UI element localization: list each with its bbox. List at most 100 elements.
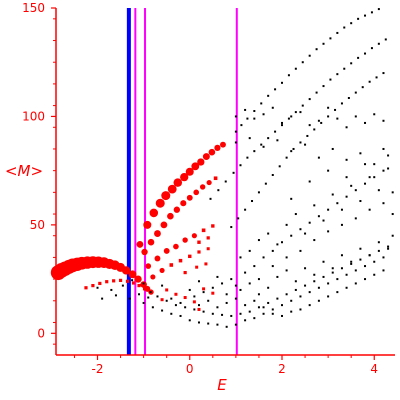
- data-point: [327, 106, 330, 109]
- data-point: [368, 80, 371, 83]
- data-point: [327, 282, 330, 285]
- data-point: [340, 254, 343, 257]
- data-point: [368, 254, 371, 257]
- data-point: [373, 176, 376, 179]
- data-point: [206, 236, 210, 240]
- data-point: [271, 106, 274, 109]
- data-point: [248, 310, 251, 313]
- data-point: [329, 78, 332, 81]
- data-point: [202, 287, 206, 291]
- data-point: [377, 42, 380, 45]
- data-point: [327, 230, 330, 233]
- data-point: [125, 279, 130, 283]
- data-point: [317, 299, 320, 302]
- data-point: [285, 256, 288, 259]
- data-point: [299, 111, 302, 114]
- data-point: [260, 102, 263, 105]
- data-point: [105, 280, 109, 284]
- data-point: [161, 191, 171, 201]
- data-point: [327, 208, 330, 211]
- data-point: [173, 243, 179, 250]
- data-point: [155, 198, 165, 208]
- x-tick-label: -2: [92, 362, 104, 376]
- data-point: [195, 265, 199, 269]
- data-point: [174, 292, 178, 296]
- data-point: [193, 189, 200, 196]
- data-point: [308, 221, 311, 224]
- data-point: [134, 275, 142, 283]
- data-point: [327, 295, 330, 298]
- data-point: [262, 256, 265, 259]
- data-point: [364, 265, 367, 268]
- data-point: [276, 243, 279, 246]
- data-point: [281, 241, 283, 244]
- data-point: [202, 291, 205, 294]
- data-point: [207, 299, 210, 302]
- data-point: [336, 291, 339, 294]
- data-point: [382, 119, 385, 122]
- data-point: [232, 171, 235, 174]
- data-point: [180, 200, 187, 207]
- data-point: [304, 232, 307, 235]
- data-point: [294, 213, 297, 216]
- data-point: [239, 312, 242, 315]
- data-point: [354, 189, 357, 192]
- data-point: [184, 306, 187, 309]
- data-point: [354, 217, 357, 220]
- data-point: [244, 304, 247, 307]
- data-point: [285, 293, 288, 296]
- data-point: [384, 38, 387, 41]
- x-ticks: -2 0 2 4: [73, 355, 378, 376]
- data-point: [206, 180, 212, 186]
- data-point: [173, 206, 181, 213]
- data-point: [248, 282, 251, 285]
- data-point: [216, 306, 219, 309]
- data-point: [347, 97, 350, 100]
- data-point: [159, 267, 165, 273]
- data-point: [285, 156, 288, 159]
- data-point: [224, 180, 227, 183]
- data-point: [244, 208, 247, 211]
- data-point: [281, 121, 283, 124]
- data-point: [290, 299, 293, 302]
- data-point: [267, 137, 270, 140]
- data-point: [382, 72, 385, 75]
- data-point: [315, 48, 318, 51]
- data-point: [262, 306, 265, 309]
- data-point: [382, 269, 385, 272]
- data-point: [185, 167, 194, 176]
- data-point: [343, 67, 346, 70]
- data-point: [253, 150, 256, 153]
- data-point: [278, 165, 281, 168]
- data-point: [343, 26, 346, 29]
- data-point: [154, 255, 161, 262]
- data-point: [370, 47, 373, 50]
- data-point: [262, 312, 265, 315]
- data-point: [141, 248, 148, 256]
- data-point: [191, 162, 200, 171]
- data-point: [322, 275, 325, 278]
- data-point: [327, 169, 330, 172]
- data-point: [308, 304, 311, 307]
- data-point: [377, 249, 380, 252]
- data-point: [327, 115, 330, 118]
- data-point: [287, 74, 290, 77]
- data-point: [292, 147, 295, 150]
- data-point: [251, 200, 254, 203]
- data-point: [368, 176, 371, 179]
- data-point: [180, 173, 189, 182]
- data-point: [294, 288, 297, 291]
- data-point: [317, 215, 320, 218]
- data-point: [206, 247, 210, 251]
- data-point: [285, 223, 288, 226]
- data-point: [234, 115, 237, 118]
- y-tick-label: 150: [22, 1, 45, 15]
- data-point: [301, 61, 304, 64]
- data-point: [186, 194, 193, 201]
- data-point: [317, 119, 320, 122]
- y-tick-label: 0: [37, 326, 45, 340]
- data-point: [149, 291, 152, 294]
- data-point: [192, 300, 196, 304]
- data-point: [281, 314, 283, 317]
- data-point: [211, 224, 215, 228]
